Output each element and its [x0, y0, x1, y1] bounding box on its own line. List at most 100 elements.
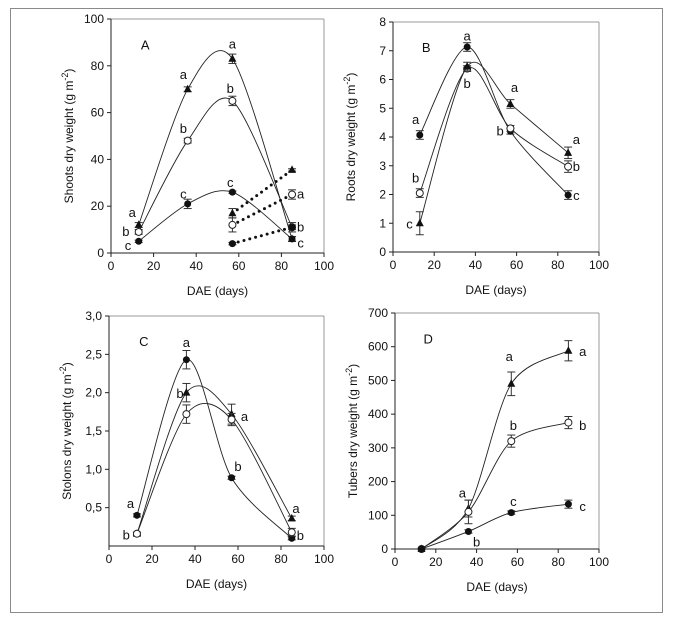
data-point-filled-circle	[288, 235, 296, 243]
data-point-filled-circle	[507, 509, 515, 517]
significance-letter: a	[180, 67, 188, 82]
significance-letter: a	[464, 28, 472, 43]
series-curve	[419, 67, 569, 194]
significance-letter: b	[573, 159, 580, 174]
significance-letter: a	[506, 349, 514, 364]
data-point-triangle	[134, 220, 143, 228]
significance-letter: a	[579, 344, 587, 359]
data-point-open-circle	[506, 124, 515, 133]
data-point-open-circle	[228, 220, 237, 229]
significance-letter: c	[125, 238, 132, 253]
x-axis-title: DAE (days)	[465, 283, 526, 297]
data-point-triangle	[228, 208, 237, 217]
significance-letter: c	[573, 188, 580, 203]
x-tick-label: 60	[231, 552, 245, 566]
x-axis-title: DAE (days)	[187, 284, 248, 298]
data-point-open-circle	[134, 227, 143, 236]
x-tick-label: 80	[275, 259, 289, 273]
y-tick-label: 100	[368, 508, 388, 522]
y-tick-label: 1,0	[85, 462, 102, 476]
panel-label: C	[139, 334, 148, 349]
data-point-open-circle	[288, 190, 297, 199]
y-tick-label: 100	[84, 12, 104, 26]
series-curve	[421, 503, 569, 550]
x-tick-label: 0	[390, 258, 397, 272]
y-axis-title-main: Roots dry weight (g m	[344, 85, 358, 202]
x-tick-label: 0	[108, 259, 115, 273]
y-tick-label: 600	[368, 340, 388, 354]
panel-label: A	[141, 37, 150, 52]
data-point-filled-circle	[184, 200, 192, 208]
y-tick-label: 80	[91, 59, 105, 73]
data-point-open-circle	[228, 96, 237, 105]
significance-letter: a	[459, 485, 467, 500]
significance-letter: b	[497, 123, 504, 138]
y-tick-label: 20	[91, 199, 105, 213]
data-point-triangle	[183, 84, 192, 93]
y-tick-label: 7	[379, 44, 386, 58]
y-axis-title-sup: -2	[344, 368, 354, 376]
data-point-filled-circle	[564, 191, 572, 199]
y-axis-title-sup: -2	[342, 77, 352, 85]
data-point-open-circle	[227, 415, 236, 424]
series-curve	[421, 350, 569, 550]
panel-d: 0 20 40 60 80 100 0 100 200 300 400 500 600 700 DAE (d…	[344, 306, 609, 594]
significance-letter: a	[129, 205, 137, 220]
y-axis-title-main: Shoots dry weight (g m	[62, 81, 76, 204]
y-tick-label: 0	[379, 245, 386, 259]
data-point-triangle	[288, 165, 297, 173]
series-curve	[138, 190, 293, 242]
significance-letter: c	[227, 175, 234, 190]
significance-letter: a	[292, 501, 300, 516]
y-tick-label: 6	[379, 73, 386, 87]
y-tick-label: 700	[368, 306, 388, 320]
significance-letter: b	[176, 386, 183, 401]
y-tick-label: 3	[379, 159, 386, 173]
y-axis-title-main: Tubers dry weight (g m	[346, 376, 360, 498]
data-point-open-circle	[287, 528, 296, 537]
data-point-open-circle	[507, 437, 516, 446]
x-tick-label: 80	[551, 258, 565, 272]
significance-letter: a	[412, 112, 420, 127]
significance-letter: a	[241, 409, 249, 424]
x-axis-title: DAE (days)	[466, 580, 527, 594]
y-tick-label: 300	[368, 441, 388, 455]
data-point-open-circle	[464, 507, 473, 516]
x-tick-label: 60	[232, 259, 246, 273]
data-point-filled-circle	[182, 356, 190, 364]
series-curve	[421, 422, 569, 550]
x-tick-label: 40	[188, 552, 202, 566]
data-point-open-circle	[183, 136, 192, 145]
significance-letter: c	[297, 236, 304, 251]
y-tick-label: 0,5	[85, 501, 102, 515]
significance-letter: c	[406, 217, 413, 232]
figure-frame	[10, 8, 663, 613]
significance-letter: a	[573, 132, 581, 147]
y-tick-label: 1,5	[85, 424, 102, 438]
panel-c: 0 20 40 60 80 100 0,5 1,0 1,5 2,0 2,5 3,0 DAE (days)…	[58, 309, 334, 591]
data-point-filled-circle	[133, 511, 141, 519]
significance-letter: a	[297, 187, 305, 202]
y-axis-title: Roots dry weight (g m-2)	[342, 73, 358, 202]
significance-letter: b	[227, 81, 234, 96]
data-point-filled-circle	[463, 43, 471, 51]
significance-letter: b	[510, 418, 517, 433]
significance-letter: b	[297, 528, 304, 543]
series-dotted-line	[230, 193, 294, 227]
x-tick-label: 20	[429, 555, 443, 569]
x-tick-label: 40	[190, 259, 204, 273]
y-axis-title: Stolons dry weight (g m-2)	[58, 362, 74, 499]
y-axis-title-sup: -2	[60, 73, 70, 81]
significance-letter: a	[511, 80, 519, 95]
significance-letter: c	[510, 494, 517, 509]
x-tick-label: 100	[589, 555, 609, 569]
data-point-filled-circle	[228, 474, 236, 482]
data-point-open-circle	[564, 162, 573, 171]
significance-letter: b	[412, 171, 419, 186]
y-tick-label: 500	[368, 373, 388, 387]
y-tick-label: 40	[91, 152, 105, 166]
data-point-filled-circle	[288, 223, 296, 231]
series-curve	[136, 403, 293, 534]
significance-letter: a	[127, 496, 135, 511]
